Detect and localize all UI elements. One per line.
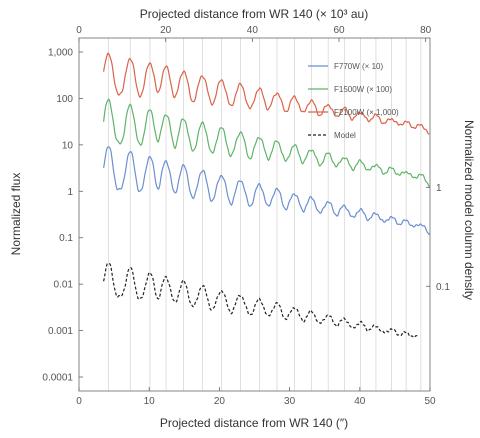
y-right-tick-label: 1 bbox=[436, 183, 442, 194]
y-left-tick-label: 1 bbox=[67, 187, 73, 198]
y-left-tick-label: 1,000 bbox=[48, 47, 73, 58]
x-bottom-tick-label: 20 bbox=[214, 396, 226, 407]
x-bottom-tick-label: 0 bbox=[76, 396, 82, 407]
series-line bbox=[103, 52, 430, 135]
y-left-tick-label: 0.1 bbox=[59, 233, 73, 244]
y-left-tick-label: 0.001 bbox=[48, 326, 73, 337]
legend-label: F770W (× 10) bbox=[334, 62, 383, 71]
x-top-tick-label: 20 bbox=[160, 25, 172, 36]
bottom-axis-title: Projected distance from WR 140 (″) bbox=[160, 416, 348, 430]
left-axis-title: Normalized flux bbox=[9, 173, 23, 256]
legend: F770W (× 10) F1500W (× 100) F2100W (× 1,00… bbox=[308, 62, 399, 140]
x-bottom-tick-label: 50 bbox=[424, 396, 436, 407]
x-top-tick-label: 80 bbox=[420, 25, 432, 36]
legend-label: F1500W (× 100) bbox=[334, 85, 392, 94]
series-line bbox=[103, 98, 430, 188]
y-left-tick-label: 0.0001 bbox=[42, 373, 73, 384]
y-left-tick-label: 100 bbox=[56, 94, 73, 105]
x-top-tick-label: 0 bbox=[76, 25, 82, 36]
plot-frame bbox=[78, 37, 431, 392]
x-top-tick-label: 40 bbox=[247, 25, 259, 36]
y-right-tick-label: 0.1 bbox=[436, 282, 450, 293]
series-line bbox=[103, 146, 430, 236]
top-axis-title: Projected distance from WR 140 (× 10³ au… bbox=[140, 7, 368, 21]
legend-label: Model bbox=[334, 131, 356, 140]
x-bottom-tick-label: 40 bbox=[354, 396, 366, 407]
axis-ticks: 0 10 20 30 40 50 0 20 40 60 80 1,000 100 10 1 0.1 0.01 0.… bbox=[42, 25, 450, 407]
right-axis-title: Normalized model column density bbox=[462, 120, 476, 300]
series-line bbox=[103, 262, 419, 339]
y-left-tick-label: 10 bbox=[62, 140, 74, 151]
x-bottom-tick-label: 10 bbox=[144, 396, 156, 407]
series-layer bbox=[103, 52, 430, 339]
x-top-tick-label: 60 bbox=[333, 25, 345, 36]
y-left-tick-label: 0.01 bbox=[54, 280, 74, 291]
legend-label: F2100W (× 1,000) bbox=[334, 108, 399, 117]
x-bottom-tick-label: 30 bbox=[284, 396, 296, 407]
